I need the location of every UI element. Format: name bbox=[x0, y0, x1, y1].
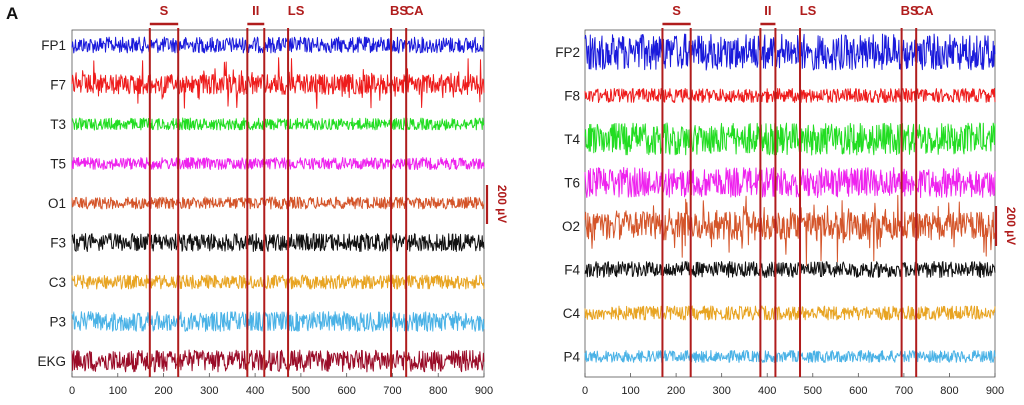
trace-p4 bbox=[584, 350, 996, 363]
x-tick-label-900: 900 bbox=[475, 385, 493, 397]
x-tick-label-400: 400 bbox=[758, 385, 776, 397]
channel-label-t4: T4 bbox=[564, 132, 580, 147]
channel-label-c3: C3 bbox=[49, 275, 66, 290]
channel-label-ekg: EKG bbox=[37, 354, 66, 369]
trace-f3 bbox=[71, 233, 485, 252]
x-tick-label-100: 100 bbox=[621, 385, 639, 397]
x-tick-label-200: 200 bbox=[667, 385, 685, 397]
marker-label-ii: II bbox=[764, 3, 771, 18]
marker-label-ii: II bbox=[252, 3, 259, 18]
channel-label-f8: F8 bbox=[564, 89, 580, 104]
scale-bar-label: 200 µV bbox=[1004, 207, 1018, 245]
trace-f7 bbox=[71, 57, 485, 109]
trace-ekg bbox=[71, 349, 485, 373]
marker-label-s: S bbox=[160, 3, 169, 18]
eeg-panel-1: FP1 F7 T3 T5 O1 F3 C3 P3 EKG 0 100 200 300 400 500 600 7… bbox=[37, 3, 509, 397]
x-tick-label-600: 600 bbox=[849, 385, 867, 397]
channel-label-f7: F7 bbox=[50, 78, 66, 93]
marker-label-s: S bbox=[672, 3, 681, 18]
x-tick-label-500: 500 bbox=[804, 385, 822, 397]
marker-label-bs: BS bbox=[390, 3, 408, 18]
channel-label-t3: T3 bbox=[50, 117, 66, 132]
channel-label-p3: P3 bbox=[49, 315, 66, 330]
x-tick-label-500: 500 bbox=[292, 385, 310, 397]
trace-t4 bbox=[584, 122, 996, 156]
panel-letter: A bbox=[6, 4, 19, 23]
marker-label-ca: CA bbox=[405, 3, 424, 18]
trace-t3 bbox=[71, 117, 485, 131]
x-tick-label-800: 800 bbox=[940, 385, 958, 397]
channel-label-c4: C4 bbox=[563, 306, 581, 321]
x-tick-label-700: 700 bbox=[895, 385, 913, 397]
x-tick-label-300: 300 bbox=[712, 385, 730, 397]
channel-label-o2: O2 bbox=[562, 219, 580, 234]
trace-fp1 bbox=[71, 36, 485, 54]
x-tick-label-300: 300 bbox=[200, 385, 218, 397]
channel-label-f3: F3 bbox=[50, 236, 66, 251]
trace-p3 bbox=[71, 311, 485, 332]
x-tick-label-700: 700 bbox=[383, 385, 401, 397]
channel-label-f4: F4 bbox=[564, 263, 580, 278]
channel-label-o1: O1 bbox=[48, 196, 66, 211]
x-tick-label-900: 900 bbox=[986, 385, 1004, 397]
x-tick-label-400: 400 bbox=[246, 385, 264, 397]
trace-o1 bbox=[71, 196, 485, 210]
marker-label-bs: BS bbox=[901, 3, 919, 18]
x-tick-label-200: 200 bbox=[154, 385, 172, 397]
x-tick-label-0: 0 bbox=[582, 385, 588, 397]
x-tick-label-600: 600 bbox=[337, 385, 355, 397]
channel-label-p4: P4 bbox=[563, 350, 580, 365]
x-tick-label-800: 800 bbox=[429, 385, 447, 397]
trace-t6 bbox=[584, 167, 996, 198]
marker-label-ls: LS bbox=[288, 3, 305, 18]
trace-o2 bbox=[584, 194, 996, 267]
channel-label-fp2: FP2 bbox=[555, 45, 580, 60]
trace-c4 bbox=[584, 305, 996, 321]
trace-f4 bbox=[584, 261, 996, 278]
marker-label-ca: CA bbox=[915, 3, 934, 18]
trace-c3 bbox=[71, 274, 485, 290]
trace-t5 bbox=[71, 157, 485, 170]
x-tick-label-100: 100 bbox=[109, 385, 127, 397]
marker-label-ls: LS bbox=[800, 3, 817, 18]
eeg-panel-2: FP2 F8 T4 T6 O2 F4 C4 P4 0 100 200 300 400 500 600 700 8… bbox=[555, 3, 1018, 397]
scale-bar-label: 200 µV bbox=[495, 185, 509, 223]
channel-label-t6: T6 bbox=[564, 176, 580, 191]
trace-fp2 bbox=[584, 33, 996, 71]
x-tick-label-0: 0 bbox=[69, 385, 75, 397]
trace-f8 bbox=[584, 88, 996, 103]
plot-frame bbox=[584, 29, 996, 378]
channel-label-fp1: FP1 bbox=[41, 38, 66, 53]
channel-label-t5: T5 bbox=[50, 157, 66, 172]
